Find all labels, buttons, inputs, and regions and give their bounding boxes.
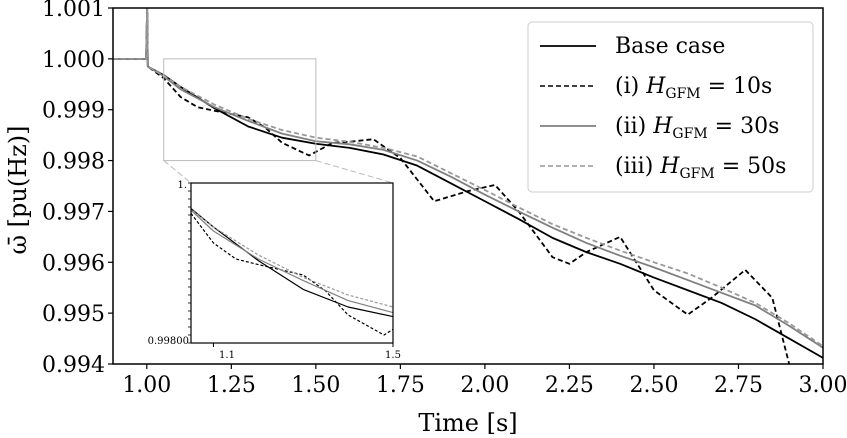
x-tick-label: 1.50: [291, 373, 340, 398]
legend-label-base: Base case: [615, 34, 725, 59]
plot-frame: [112, 7, 824, 365]
y-tick-label: 1.000: [42, 48, 105, 73]
y-tick-label: 0.994: [42, 353, 105, 378]
y-tick-label: 0.997: [42, 200, 105, 225]
x-tick-label: 1.75: [376, 373, 425, 398]
legend-label-h50: (iii) HGFM = 50s: [615, 154, 786, 182]
x-tick-label: 2.00: [460, 373, 509, 398]
x-tick-label: 2.25: [545, 373, 594, 398]
series-line-1: [113, 8, 791, 364]
y-tick-label: 0.999: [42, 99, 105, 124]
main-tick-group: 1.00 1.25 1.50 1.75 2.00 2.25 2.50 2.75 3.00 0.99…: [42, 0, 847, 398]
legend-box: [527, 21, 814, 193]
inset-ytick-top: 1.: [177, 180, 187, 191]
inset-series-group: [191, 207, 393, 336]
y-tick-label: 0.995: [42, 302, 105, 327]
y-tick-label: 0.996: [42, 251, 105, 276]
inset-xtick-label-2: 1.5: [385, 350, 401, 361]
y-tick-label: 1.001: [42, 0, 105, 22]
x-tick-label: 2.50: [629, 373, 678, 398]
inset-ytick-bottom: 0.99800: [148, 336, 189, 347]
legend-label-h10: (i) HGFM = 10s: [615, 74, 772, 102]
legend: Base case (i) HGFM = 10s (ii) HGFM = 30s…: [527, 21, 814, 193]
inset-tick-group: [188, 182, 394, 347]
inset-series-line-1: [191, 212, 393, 336]
x-axis-label: Time [s]: [418, 409, 517, 437]
x-tick-label: 1.25: [207, 373, 256, 398]
inset-background: [191, 183, 393, 343]
zoom-region-box: [163, 58, 317, 162]
inset-series-line-3: [191, 208, 393, 308]
x-tick-label: 2.75: [714, 373, 763, 398]
legend-label-h30: (ii) HGFM = 30s: [615, 114, 779, 142]
zoom-connector-left: [163, 160, 192, 184]
inset-xtick-label-1: 1.1: [219, 350, 235, 361]
inset-series-line-2: [191, 209, 393, 314]
x-tick-label: 1.00: [122, 373, 171, 398]
y-tick-label: 0.998: [42, 150, 105, 175]
x-tick-label: 3.00: [799, 373, 847, 398]
zoom-connector-right: [315, 160, 394, 184]
inset-series-line-0: [191, 207, 393, 318]
y-axis-label: ω̄ [pu(Hz)]: [4, 125, 32, 254]
